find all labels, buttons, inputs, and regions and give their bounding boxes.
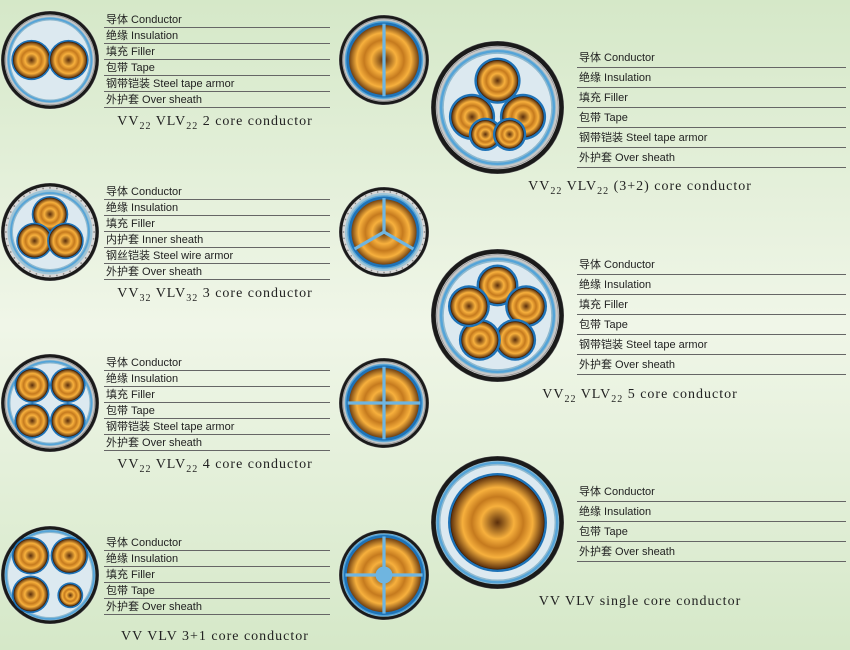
layer-label: 填充 Filler (104, 44, 330, 60)
layer-label: 外护套 Over sheath (104, 435, 330, 451)
layer-label: 包带 Tape (577, 108, 846, 128)
layer-label: 绝缘 Insulation (577, 68, 846, 88)
cable-cross-section-segmented (338, 529, 430, 621)
layer-label: 内护套 Inner sheath (104, 232, 330, 248)
layer-label: 导体 Conductor (104, 184, 330, 200)
layer-label: 绝缘 Insulation (104, 371, 330, 387)
layer-label: 填充 Filler (577, 88, 846, 108)
layer-label: 绝缘 Insulation (104, 200, 330, 216)
layer-label: 包带 Tape (577, 315, 846, 335)
block-caption: VV22 VLV22 4 core conductor (0, 457, 430, 475)
block-caption: VV22 VLV22 2 core conductor (0, 114, 430, 132)
layer-label: 钢丝铠装 Steel wire armor (104, 248, 330, 264)
layer-label: 绝缘 Insulation (104, 28, 330, 44)
block-caption: VV32 VLV32 3 core conductor (0, 286, 430, 304)
block-caption: VV22 VLV22 5 core conductor (430, 387, 850, 405)
layer-label-list: 导体 Conductor绝缘 Insulation填充 Filler包带 Tap… (100, 535, 334, 615)
cable-block: 导体 Conductor绝缘 Insulation填充 Filler包带 Tap… (0, 525, 430, 645)
cable-cross-section (0, 353, 100, 453)
layer-label: 包带 Tape (104, 60, 330, 76)
layer-label: 填充 Filler (104, 567, 330, 583)
cable-cross-section-segmented (338, 357, 430, 449)
layer-label: 外护套 Over sheath (104, 264, 330, 280)
layer-label: 包带 Tape (104, 403, 330, 419)
layer-label-list: 导体 Conductor绝缘 Insulation填充 Filler包带 Tap… (100, 355, 334, 451)
cable-cross-section (0, 10, 100, 110)
layer-label: 绝缘 Insulation (577, 275, 846, 295)
block-caption: VV VLV single core conductor (430, 594, 850, 610)
block-caption: VV VLV 3+1 core conductor (0, 629, 430, 645)
layer-label: 钢带铠装 Steel tape armor (104, 76, 330, 92)
layer-label: 外护套 Over sheath (577, 148, 846, 168)
cable-cross-section (0, 182, 100, 282)
layer-label-list: 导体 Conductor绝缘 Insulation填充 Filler内护套 In… (100, 184, 334, 280)
layer-label: 填充 Filler (577, 295, 846, 315)
layer-label: 导体 Conductor (104, 355, 330, 371)
layer-label: 钢带铠装 Steel tape armor (577, 335, 846, 355)
layer-label: 外护套 Over sheath (104, 599, 330, 615)
layer-label-list: 导体 Conductor绝缘 Insulation填充 Filler包带 Tap… (100, 12, 334, 108)
layer-label-list: 导体 Conductor绝缘 Insulation填充 Filler包带 Tap… (565, 48, 850, 168)
layer-label-list: 导体 Conductor绝缘 Insulation包带 Tape外护套 Over… (565, 482, 850, 562)
cable-cross-section (0, 525, 100, 625)
cable-block: 导体 Conductor绝缘 Insulation包带 Tape外护套 Over… (430, 455, 850, 610)
layer-label: 填充 Filler (104, 387, 330, 403)
layer-label: 包带 Tape (577, 522, 846, 542)
cable-cross-section (430, 455, 565, 590)
layer-label: 绝缘 Insulation (104, 551, 330, 567)
layer-label: 外护套 Over sheath (577, 542, 846, 562)
layer-label: 导体 Conductor (577, 482, 846, 502)
cable-cross-section-segmented (338, 14, 430, 106)
layer-label: 包带 Tape (104, 583, 330, 599)
cable-block: 导体 Conductor绝缘 Insulation填充 Filler包带 Tap… (0, 353, 430, 475)
cable-cross-section-segmented (338, 186, 430, 278)
layer-label-list: 导体 Conductor绝缘 Insulation填充 Filler包带 Tap… (565, 255, 850, 375)
layer-label: 导体 Conductor (104, 535, 330, 551)
cable-block: 导体 Conductor绝缘 Insulation填充 Filler包带 Tap… (430, 40, 850, 197)
layer-label: 导体 Conductor (577, 48, 846, 68)
layer-label: 导体 Conductor (104, 12, 330, 28)
layer-label: 外护套 Over sheath (577, 355, 846, 375)
layer-label: 外护套 Over sheath (104, 92, 330, 108)
cable-cross-section (430, 40, 565, 175)
layer-label: 填充 Filler (104, 216, 330, 232)
layer-label: 导体 Conductor (577, 255, 846, 275)
block-caption: VV22 VLV22 (3+2) core conductor (430, 179, 850, 197)
cable-block: 导体 Conductor绝缘 Insulation填充 Filler包带 Tap… (430, 248, 850, 405)
layer-label: 钢带铠装 Steel tape armor (104, 419, 330, 435)
cable-cross-section (430, 248, 565, 383)
cable-block: 导体 Conductor绝缘 Insulation填充 Filler内护套 In… (0, 182, 430, 304)
layer-label: 钢带铠装 Steel tape armor (577, 128, 846, 148)
cable-block: 导体 Conductor绝缘 Insulation填充 Filler包带 Tap… (0, 10, 430, 132)
layer-label: 绝缘 Insulation (577, 502, 846, 522)
